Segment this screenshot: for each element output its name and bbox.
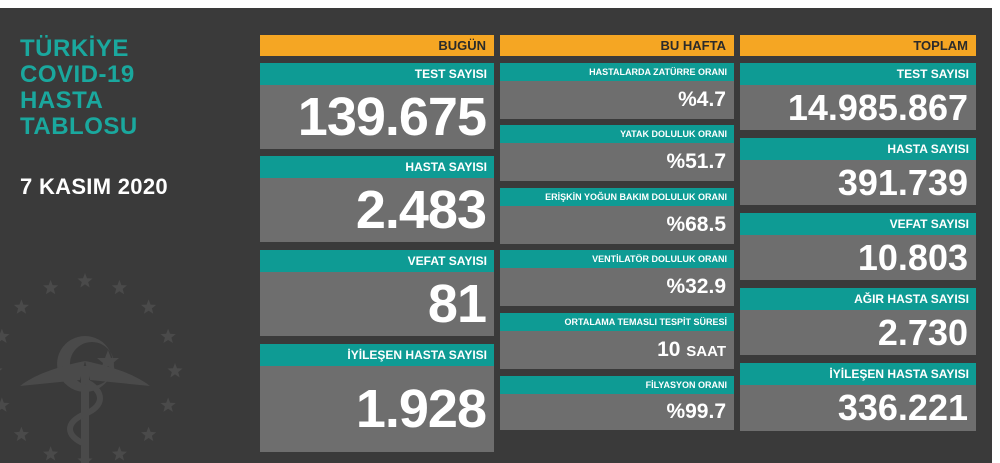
card-value: 10 SAAT [500,331,734,369]
card-label: VEFAT SAYISI [740,213,976,235]
value-number: 10 [657,338,681,361]
card-label: AĞIR HASTA SAYISI [740,288,976,310]
emblem-star [167,363,183,378]
card-value: 391.739 [740,160,976,205]
week-ventilator-card: VENTİLATÖR DOLULUK ORANI %32.9 [500,250,734,306]
header-week: BU HAFTA [500,35,734,56]
emblem-star [111,446,127,461]
today-test-card: TEST SAYISI 139.675 [260,63,494,149]
today-case-card: HASTA SAYISI 2.483 [260,156,494,242]
card-value: %68.5 [500,206,734,244]
card-value: 14.985.867 [740,85,976,130]
emblem-star [77,273,93,288]
title-line: HASTA [20,87,104,114]
week-bed-occupancy-card: YATAK DOLULUK ORANI %51.7 [500,125,734,181]
card-value: 139.675 [260,85,494,149]
card-value: %4.7 [500,81,734,119]
card-label: ERİŞKİN YOĞUN BAKIM DOLULUK ORANI [500,188,734,206]
card-label: İYİLEŞEN HASTA SAYISI [740,363,976,385]
total-test-card: TEST SAYISI 14.985.867 [740,63,976,130]
value-unit: SAAT [686,343,726,360]
header-total: TOPLAM [740,35,976,56]
card-label: İYİLEŞEN HASTA SAYISI [260,344,494,366]
week-pneumonia-card: HASTALARDA ZATÜRRE ORANI %4.7 [500,63,734,119]
header-today: BUGÜN [260,35,494,56]
card-label: HASTALARDA ZATÜRRE ORANI [500,63,734,81]
card-label: HASTA SAYISI [260,156,494,178]
card-value: 10.803 [740,235,976,280]
total-case-card: HASTA SAYISI 391.739 [740,138,976,205]
card-label: TEST SAYISI [740,63,976,85]
card-value: 1.928 [260,366,494,452]
total-severe-card: AĞIR HASTA SAYISI 2.730 [740,288,976,355]
card-label: ORTALAMA TEMASLI TESPİT SÜRESİ [500,313,734,331]
emblem-star [43,279,59,295]
card-label: FİLYASYON ORANI [500,376,734,394]
emblem-star [0,328,10,343]
card-label: VEFAT SAYISI [260,250,494,272]
page-title: TÜRKİYE COVID-19 HASTA TABLOSU [20,36,138,140]
emblem-star [0,368,3,371]
emblem-star [111,279,127,295]
card-value: %51.7 [500,143,734,181]
total-death-card: VEFAT SAYISI 10.803 [740,213,976,280]
emblem-star [141,299,157,314]
title-line: TÜRKİYE [20,35,129,62]
card-label: HASTA SAYISI [740,138,976,160]
card-label: TEST SAYISI [260,63,494,85]
emblem-star [13,299,29,314]
today-death-card: VEFAT SAYISI 81 [260,250,494,336]
card-value: 2.483 [260,178,494,242]
emblem-star [160,397,176,412]
card-value: 81 [260,272,494,336]
report-date: 7 KASIM 2020 [20,174,168,199]
emblem-star [141,426,157,442]
card-value: %32.9 [500,268,734,306]
card-value: 336.221 [740,385,976,431]
emblem-star [0,397,10,412]
emblem-star [160,328,176,343]
week-contact-time-card: ORTALAMA TEMASLI TESPİT SÜRESİ 10 SAAT [500,313,734,369]
week-icu-occupancy-card: ERİŞKİN YOĞUN BAKIM DOLULUK ORANI %68.5 [500,188,734,244]
today-recovered-card: İYİLEŞEN HASTA SAYISI 1.928 [260,344,494,452]
title-line: COVID-19 [20,61,135,88]
total-recovered-card: İYİLEŞEN HASTA SAYISI 336.221 [740,363,976,431]
card-value: %99.7 [500,394,734,430]
card-label: YATAK DOLULUK ORANI [500,125,734,143]
week-filiation-card: FİLYASYON ORANI %99.7 [500,376,734,430]
emblem-star [43,446,59,461]
card-value: 2.730 [740,310,976,355]
ministry-of-health-emblem-icon [0,273,183,463]
title-line: TABLOSU [20,113,138,140]
emblem-star [13,426,29,442]
card-label: VENTİLATÖR DOLULUK ORANI [500,250,734,268]
covid-table-board: TÜRKİYE COVID-19 HASTA TABLOSU 7 KASIM 2… [0,8,992,463]
